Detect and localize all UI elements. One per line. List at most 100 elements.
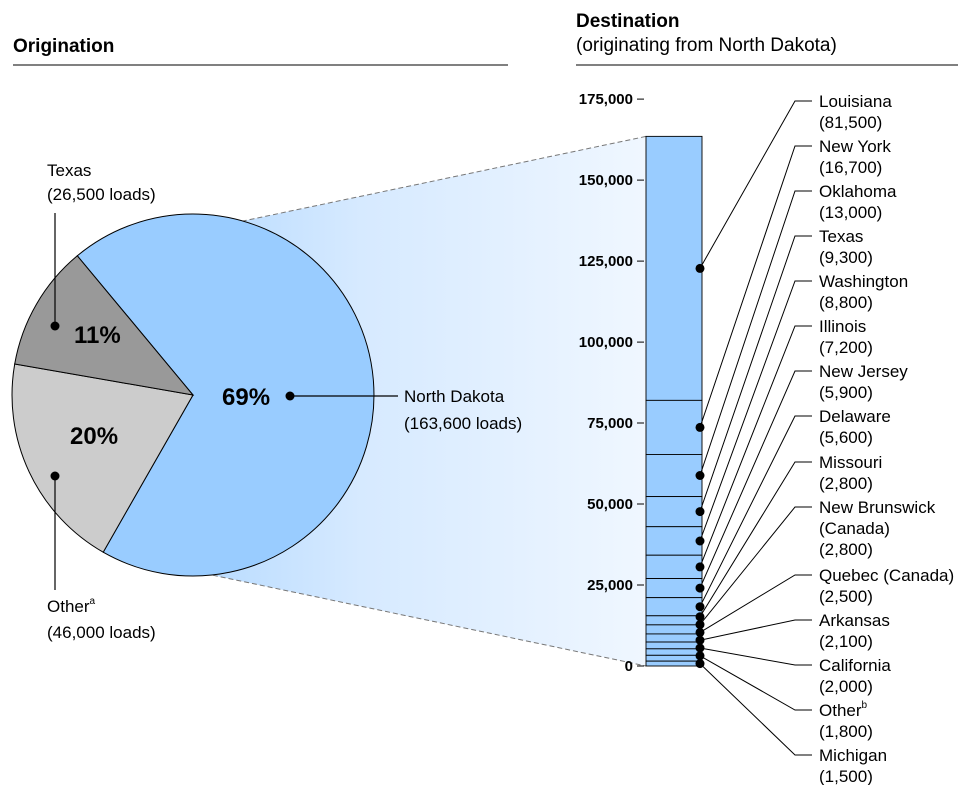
y-tick-label: 150,000 [579, 172, 633, 189]
leader-dot-california [695, 643, 705, 653]
bar-segment-new-brunswick [645, 624, 703, 635]
leader-dot-illinois [695, 562, 705, 572]
leader-dot-delaware [695, 602, 705, 612]
dest-label-other: Otherb [819, 700, 868, 720]
dest-name: New Jersey [819, 362, 908, 381]
bar-segment-other [645, 654, 703, 662]
dest-name: Quebec (Canada) [819, 566, 954, 585]
leader-dot-michigan [695, 659, 705, 669]
leader-arkansas [699, 619, 812, 641]
dest-value-illinois: (7,200) [819, 338, 873, 357]
leader-texas [699, 235, 812, 512]
leader-new-brunswick [699, 506, 812, 625]
pie-label-other-sup: a [90, 596, 96, 607]
pie-label-other-name: Other [47, 597, 90, 616]
dest-name: Missouri [819, 453, 882, 472]
leader-dot-new-york [695, 422, 705, 432]
dest-label-washington: Washington [819, 272, 908, 291]
dest-name: New Brunswick [819, 498, 936, 517]
dest-label-texas: Texas [819, 227, 863, 246]
dest-name: California [819, 656, 891, 675]
dest-value-oklahoma: (13,000) [819, 203, 882, 222]
dest-name: Michigan [819, 746, 887, 765]
dest-label-louisiana: Louisiana [819, 92, 892, 111]
pie-percent-texas: 11% [74, 322, 121, 349]
leader-illinois [699, 325, 812, 568]
y-tick-label: 175,000 [579, 91, 633, 108]
leader-quebec-canada [699, 574, 812, 633]
leader-dot-quebec-canada [695, 627, 705, 637]
dest-value-other: (1,800) [819, 722, 873, 741]
bar-segment-california [645, 648, 703, 656]
pie-label-north-dakota: North Dakota [404, 387, 505, 406]
dest-label-california: California [819, 656, 891, 675]
dest-label-new-jersey: New Jersey [819, 362, 908, 381]
dest-label-new-york: New York [819, 137, 891, 156]
leader-new-york [699, 145, 812, 428]
leader-other [699, 655, 812, 711]
dest-value-new-jersey: (5,900) [819, 383, 873, 402]
bar-segment-missouri [645, 615, 703, 626]
leader-dot-oklahoma [695, 471, 705, 480]
bar-segment-new-jersey [645, 578, 703, 599]
y-tick-label: 100,000 [579, 334, 633, 351]
dest-value-texas: (9,300) [819, 248, 873, 267]
leader-dot-louisiana [695, 263, 705, 273]
dest-value-louisiana: (81,500) [819, 113, 882, 132]
dest-value-delaware: (5,600) [819, 428, 873, 447]
pie-label-texas: Texas [47, 161, 91, 180]
y-tick-label: 125,000 [579, 253, 633, 270]
leader-dot-new-jersey [695, 583, 705, 593]
dest-name-sup: b [862, 700, 868, 711]
origination-title: Origination [13, 36, 114, 57]
dest-name: Illinois [819, 317, 866, 336]
y-tick-label: 50,000 [587, 496, 633, 513]
dest-value-michigan: (1,500) [819, 767, 873, 785]
dest-label-quebec-canada: Quebec (Canada) [819, 566, 954, 585]
bar-segment-new-york [645, 399, 703, 455]
dest-name: Oklahoma [819, 182, 897, 201]
y-tick-label: 25,000 [587, 577, 633, 594]
dest-label-oklahoma: Oklahoma [819, 182, 897, 201]
leader-dot-arkansas [695, 635, 705, 645]
bar-segment-delaware [645, 597, 703, 617]
pie-percent-other: 20% [70, 423, 118, 450]
leader-washington [699, 280, 812, 542]
bar-segment-texas [645, 496, 703, 528]
leader-dot-new-brunswick [695, 620, 705, 630]
dest-name: Texas [819, 227, 863, 246]
leader-dot-washington [695, 536, 705, 546]
dest-value-washington: (8,800) [819, 293, 873, 312]
dest-value-missouri: (2,800) [819, 474, 873, 493]
destination-stacked-bar [645, 135, 703, 667]
pie-detail-other: (46,000 loads) [47, 623, 156, 642]
dest-label-line2-new-brunswick: (Canada) [819, 519, 890, 538]
dest-value-quebec-canada: (2,500) [819, 587, 873, 606]
pie-detail-north-dakota: (163,600 loads) [404, 414, 522, 433]
pie-slice-other [11, 363, 194, 553]
dest-label-illinois: Illinois [819, 317, 866, 336]
dest-value-new-brunswick: (2,800) [819, 540, 873, 559]
y-tick-label: 0 [625, 658, 633, 675]
dest-label-delaware: Delaware [819, 407, 891, 426]
dest-value-new-york: (16,700) [819, 158, 882, 177]
leader-new-jersey [699, 370, 812, 589]
destination-leaders: Louisiana (81,500) New York (16,700) Oklahom… [695, 92, 954, 785]
dest-name: Arkansas [819, 611, 890, 630]
bar-segment-michigan [645, 660, 703, 667]
dest-label-arkansas: Arkansas [819, 611, 890, 630]
bar-segment-arkansas [645, 641, 703, 650]
y-tick-label: 75,000 [587, 415, 633, 432]
dest-label-new-brunswick: New Brunswick [819, 498, 936, 517]
dest-name: Louisiana [819, 92, 892, 111]
bar-segment-quebec-canada [645, 633, 703, 643]
pie-percent-north-dakota: 69% [222, 384, 270, 411]
leader-dot-texas [695, 507, 705, 517]
bar-segment-oklahoma [645, 454, 703, 498]
dest-value-california: (2,000) [819, 677, 873, 696]
pie-dot-north-dakota [285, 391, 295, 401]
dest-name: Other [819, 701, 862, 720]
leader-california [699, 647, 812, 666]
bar-segment-illinois [645, 554, 703, 579]
